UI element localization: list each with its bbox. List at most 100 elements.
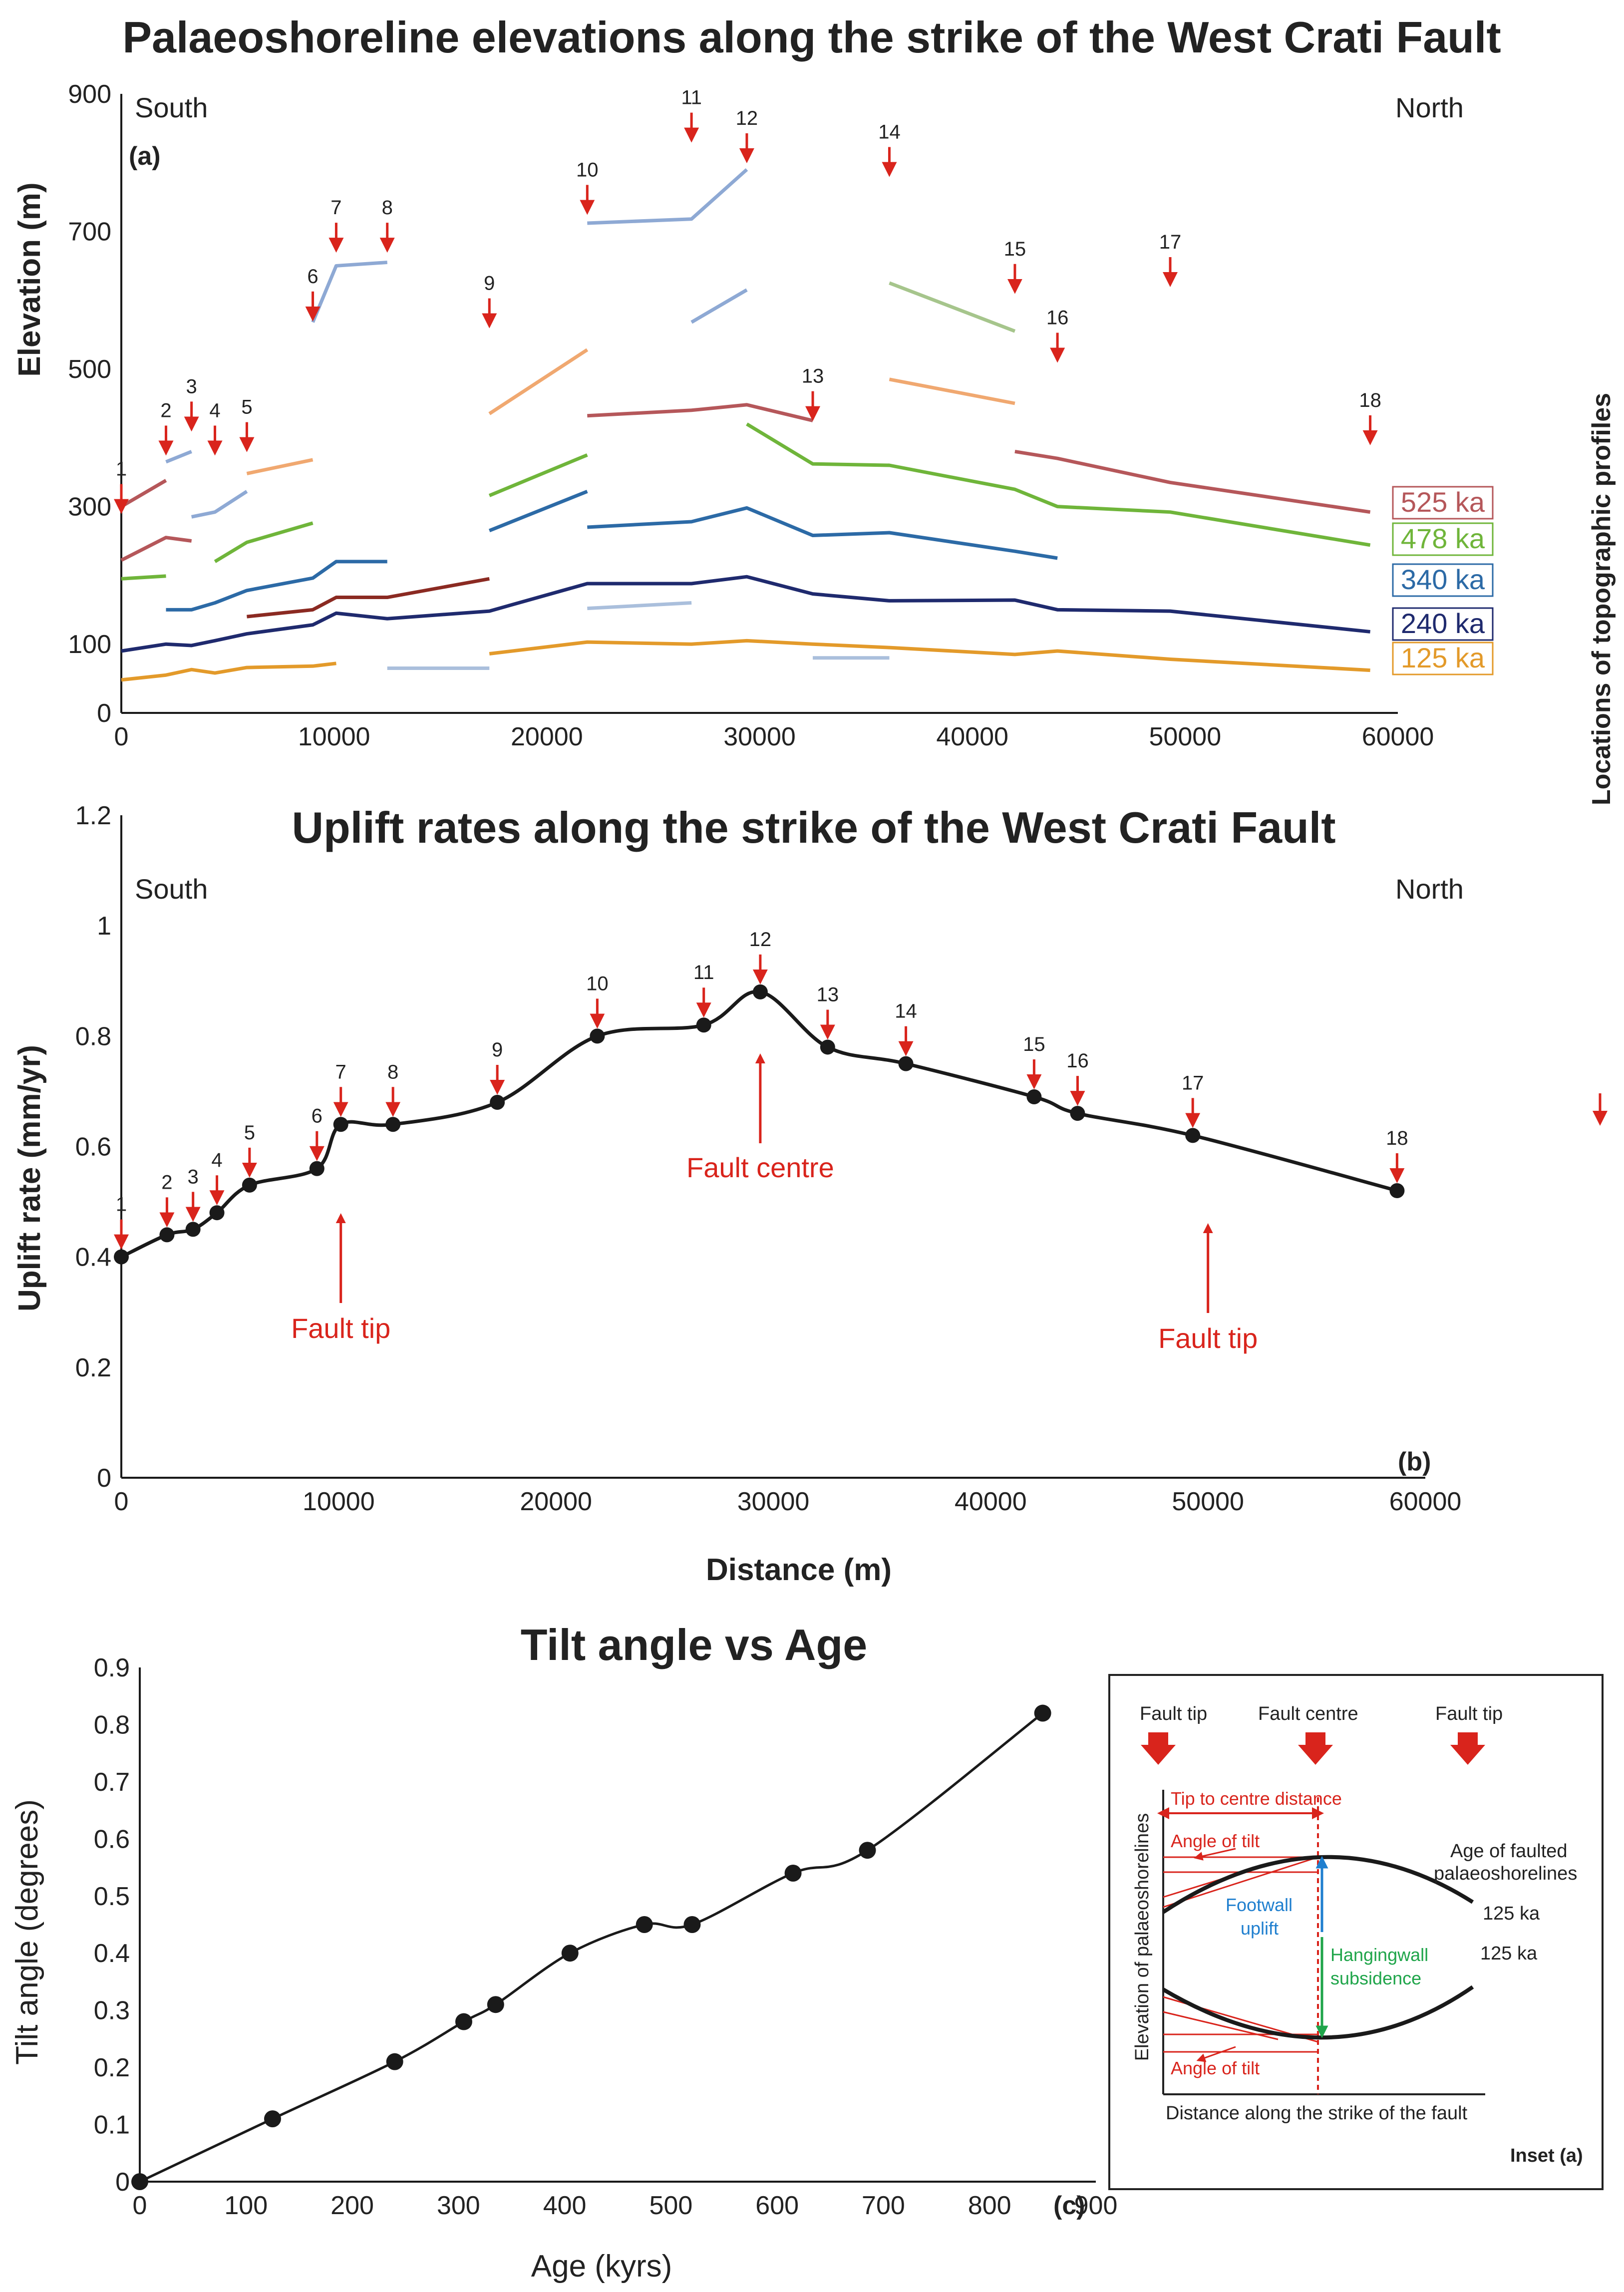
panel-b-uplift-point [1070, 1106, 1085, 1121]
panel-c-tilt-point [1034, 1704, 1051, 1722]
panel-c-tilt-point [636, 1916, 653, 1933]
panel-c-y-tick: 0.2 [94, 2053, 130, 2082]
panel-a-x-tick: 50000 [1149, 722, 1222, 751]
inset-fault-tip-right-arrow-icon [1450, 1732, 1485, 1765]
panel-c-x-tick: 800 [968, 2191, 1011, 2220]
panel-b-uplift-point [309, 1161, 325, 1176]
inset-hangingwall-label-2: subsidence [1330, 1968, 1421, 1988]
panel-c-ylabel: Tilt angle (degrees) [10, 1799, 44, 2065]
panel-a-legend-box [1392, 563, 1494, 597]
panel-a-x-tick: 30000 [723, 722, 796, 751]
panel-a-profile-label: 8 [382, 197, 393, 219]
panel-c-x-tick: 400 [543, 2191, 587, 2220]
panel-a-shoreline-other-shorelines-warm [488, 348, 589, 415]
panel-b-y-tick: 0 [97, 1464, 111, 1493]
panel-a-shoreline-478-ka [746, 422, 1371, 547]
inset-fault-tip-left-arrow-icon [1141, 1732, 1176, 1765]
panel-a-profile-label: 2 [160, 400, 171, 422]
inset-tip-centre-label: Tip to centre distance [1171, 1788, 1342, 1809]
panel-a-shoreline-other-shorelines [311, 261, 387, 323]
panel-a-x-tick: 60000 [1362, 722, 1434, 751]
panel-a-legend-label: 125 ka [1401, 642, 1485, 673]
panel-b-profile-label: 5 [244, 1122, 255, 1144]
panel-b-profile-label: 8 [387, 1061, 398, 1083]
panel-b-profile-label: 4 [211, 1149, 222, 1171]
side-label-profiles: Locations of topographic profiles [1587, 393, 1616, 805]
panel-c-x-tick: 200 [330, 2191, 374, 2220]
panel-c-x-tick: 700 [862, 2191, 905, 2220]
panel-b-x-tick: 10000 [303, 1487, 375, 1516]
panel-b-uplift-point [114, 1249, 129, 1265]
panel-c-y-tick: 0.9 [94, 1653, 130, 1682]
panel-c-tilt-point [683, 1916, 701, 1933]
panel-a-shoreline-other-shorelines-pale [587, 601, 692, 611]
panel-b-uplift-point [696, 1017, 711, 1033]
panel-a-shoreline-478-ka [214, 521, 314, 563]
panel-b-annotation-label: Fault tip [1158, 1322, 1258, 1354]
panel-c-x-tick: 300 [437, 2191, 480, 2220]
panel-b-uplift-point [333, 1117, 348, 1132]
inset-xaxis-label: Distance along the strike of the fault [1166, 2103, 1468, 2124]
panel-b-profile-label: 2 [161, 1171, 172, 1193]
panel-a-legend-box [1392, 607, 1494, 641]
panel-b-uplift-point [820, 1039, 835, 1055]
panel-b-annotation-label: Fault tip [291, 1312, 390, 1344]
panel-b-uplift-point [1389, 1183, 1405, 1198]
panel-c-tilt-point [561, 1945, 579, 1962]
inset-angle-top-arrow [1194, 1848, 1236, 1861]
panel-c-tag: (c) [1053, 2191, 1085, 2220]
panel-a-profile-label: 17 [1159, 231, 1182, 253]
panel-a-legend-box [1392, 522, 1494, 556]
panel-b-title: Uplift rates along the strike of the Wes… [292, 803, 1335, 852]
panel-a-profile-label: 6 [307, 266, 318, 288]
panel-b-profile-label: 12 [749, 929, 772, 951]
panel-a: Palaeoshoreline elevations along the str… [12, 12, 1501, 751]
panel-a-profile-label: 9 [484, 273, 495, 295]
panel-b-profile-label: 1 [116, 1194, 127, 1216]
panel-c-x-tick: 0 [133, 2191, 147, 2220]
panel-a-x-tick: 10000 [298, 722, 370, 751]
panel-b-profile-label: 14 [895, 1000, 917, 1022]
inset-age-label-2: palaeoshorelines [1434, 1863, 1577, 1884]
panel-b-profile-label: 6 [312, 1105, 323, 1127]
panel-b-annotation-label: Fault centre [686, 1152, 834, 1183]
panel-b-profile-label: 13 [817, 983, 839, 1005]
panel-a-profile-label: 14 [878, 121, 901, 143]
panel-a-profile-label: 18 [1359, 389, 1381, 411]
panel-a-north-label: North [1395, 92, 1464, 123]
inset-diagram: Fault tip Fault centre Fault tip Elevati… [1108, 1674, 1604, 2190]
panel-a-y-tick: 700 [68, 218, 111, 247]
panel-b-x-tick: 20000 [520, 1487, 592, 1516]
panel-a-shoreline-other-shorelines [165, 450, 192, 464]
panel-b-south-label: South [135, 873, 208, 905]
panel-c-y-tick: 0.1 [94, 2111, 130, 2140]
panel-a-legend-label: 340 ka [1401, 564, 1485, 595]
panel-c-x-tick: 100 [224, 2191, 268, 2220]
panel-a-shoreline-525-ka [1014, 449, 1371, 514]
panel-b-profile-label: 7 [335, 1061, 346, 1083]
panel-c-tilt-point [784, 1865, 802, 1882]
panel-a-shoreline-other-shorelines-warm [889, 377, 1015, 405]
panel-c-y-tick: 0.4 [94, 1939, 130, 1968]
inset-yaxis-label: Elevation of palaeoshorelines [1132, 1813, 1153, 2061]
panel-b-profile-label: 18 [1386, 1127, 1408, 1149]
panel-a-shoreline-340-ka [488, 490, 588, 533]
panel-a-y-tick: 0 [97, 699, 111, 728]
inset-upper-tilt-line [1163, 1856, 1318, 1908]
panel-a-shoreline-125-ka [121, 661, 336, 682]
panel-c-tilt-point [386, 2053, 403, 2070]
panel-a-y-tick: 500 [68, 355, 111, 384]
panel-b-y-tick: 0.8 [75, 1022, 111, 1051]
panel-a-shoreline-478-ka [121, 574, 166, 581]
inset-fault-centre-arrow-icon [1298, 1732, 1333, 1765]
panel-b-uplift-point [209, 1205, 225, 1221]
panel-a-legend-label: 525 ka [1401, 486, 1485, 518]
panel-c-y-tick: 0.3 [94, 1996, 130, 2025]
inset-angle-bottom-label: Angle of tilt [1171, 2058, 1260, 2078]
panel-b-north-label: North [1395, 873, 1464, 905]
panel-a-shoreline-478-ka [488, 453, 588, 497]
panel-a-x-tick: 20000 [511, 722, 583, 751]
panel-a-shoreline-other-shorelines [690, 288, 748, 324]
panel-a-profile-label: 7 [330, 197, 341, 219]
